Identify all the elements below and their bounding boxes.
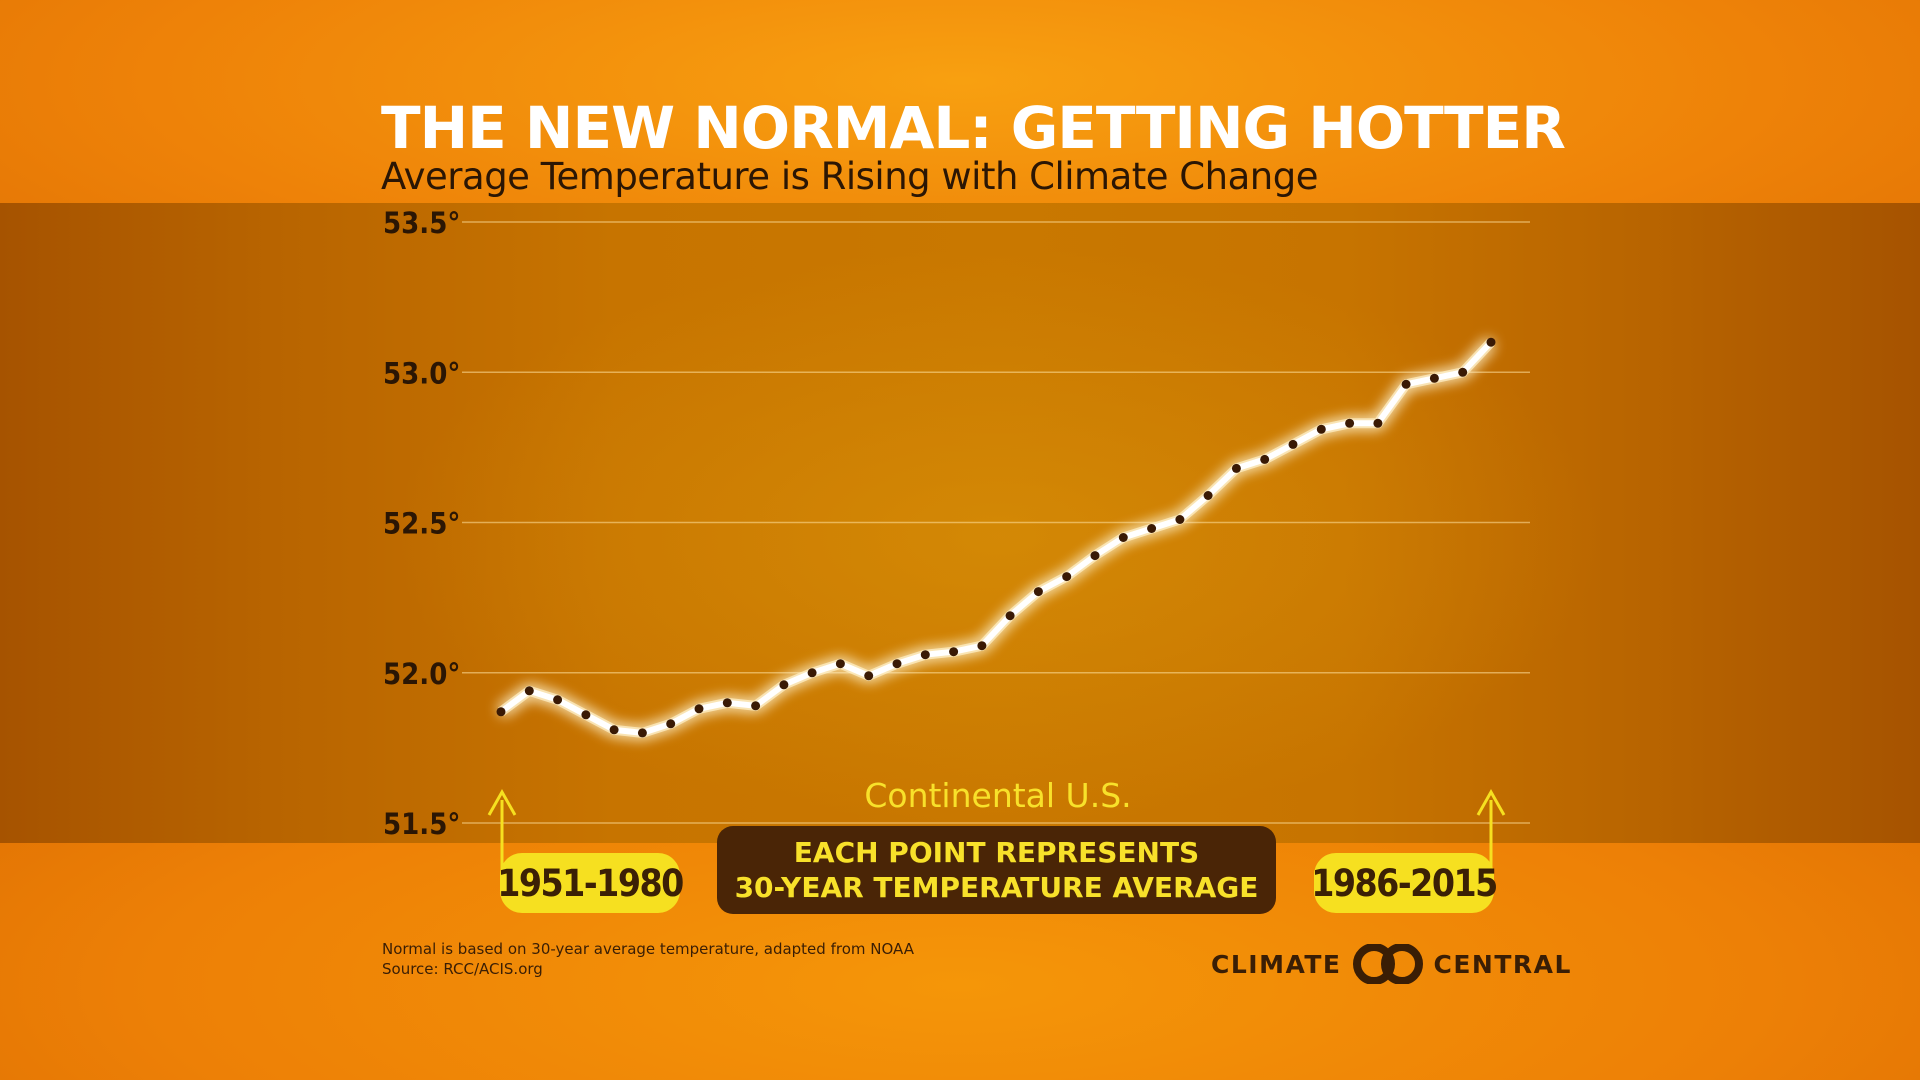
y-axis-ticks: 53.5° 53.0° 52.5° 52.0° 51.5° (383, 206, 460, 841)
data-point (1316, 424, 1326, 434)
logo-word-right: CENTRAL (1433, 949, 1572, 979)
point-explanation-box: EACH POINT REPRESENTS 30-YEAR TEMPERATUR… (717, 826, 1276, 914)
data-point (977, 641, 987, 651)
data-point (1260, 454, 1270, 464)
series-line (498, 339, 1494, 736)
data-point (864, 671, 874, 681)
start-period-badge: 1951-1980 (497, 853, 684, 913)
data-point (637, 728, 647, 738)
data-point (892, 659, 902, 669)
data-point (1401, 379, 1411, 389)
end-period-badge: 1986-2015 (1311, 853, 1498, 913)
footnote-source: Source: RCC/ACIS.org (382, 960, 543, 978)
logo-word-left: CLIMATE (1211, 949, 1342, 979)
note-line-1: EACH POINT REPRESENTS (793, 836, 1200, 869)
data-point (807, 668, 817, 678)
data-point (1231, 463, 1241, 473)
data-point (779, 680, 789, 690)
data-point (1345, 418, 1355, 428)
data-points (496, 337, 1496, 738)
gridlines (462, 221, 1530, 824)
y-tick-label: 53.0° (383, 356, 460, 390)
data-point (1118, 533, 1128, 542)
data-point (1090, 551, 1100, 561)
series-glow (498, 338, 1495, 738)
data-point (1005, 611, 1015, 621)
y-tick-label: 53.5° (383, 206, 460, 240)
end-arrow-head (1476, 788, 1506, 816)
interlocking-rings-icon (1352, 944, 1423, 984)
y-tick-label: 51.5° (383, 807, 460, 841)
chart-title: THE NEW NORMAL: GETTING HOTTER (381, 94, 1566, 162)
note-line-2: 30-YEAR TEMPERATURE AVERAGE (734, 871, 1259, 904)
data-point (1429, 373, 1439, 383)
data-point (1203, 491, 1213, 500)
y-tick-label: 52.0° (383, 657, 460, 691)
data-point (1288, 439, 1298, 449)
data-point (694, 704, 704, 714)
chart-subtitle: Average Temperature is Rising with Clima… (381, 155, 1318, 198)
data-point (949, 647, 959, 657)
y-tick-label: 52.5° (383, 507, 460, 541)
data-point (1033, 587, 1043, 597)
data-point (920, 650, 930, 660)
data-point (1062, 572, 1072, 582)
data-point (722, 698, 732, 708)
series-line-glow (498, 338, 1495, 738)
start-arrow-head (487, 788, 517, 816)
data-point (1486, 337, 1496, 347)
data-point (496, 707, 506, 717)
data-point (1458, 367, 1468, 377)
data-point (751, 701, 761, 711)
data-point (1175, 515, 1185, 524)
data-point (609, 725, 619, 735)
data-point (666, 719, 676, 729)
data-point (581, 710, 591, 720)
data-point (1147, 524, 1157, 533)
climate-central-logo: CLIMATE CENTRAL (1211, 944, 1572, 984)
data-point (524, 686, 534, 696)
footnote-normal: Normal is based on 30-year average tempe… (382, 940, 914, 958)
data-point (553, 695, 563, 705)
background-top (0, 0, 1920, 203)
data-point (835, 659, 845, 669)
data-point (1373, 418, 1383, 428)
region-label: Continental U.S. (864, 776, 1131, 815)
